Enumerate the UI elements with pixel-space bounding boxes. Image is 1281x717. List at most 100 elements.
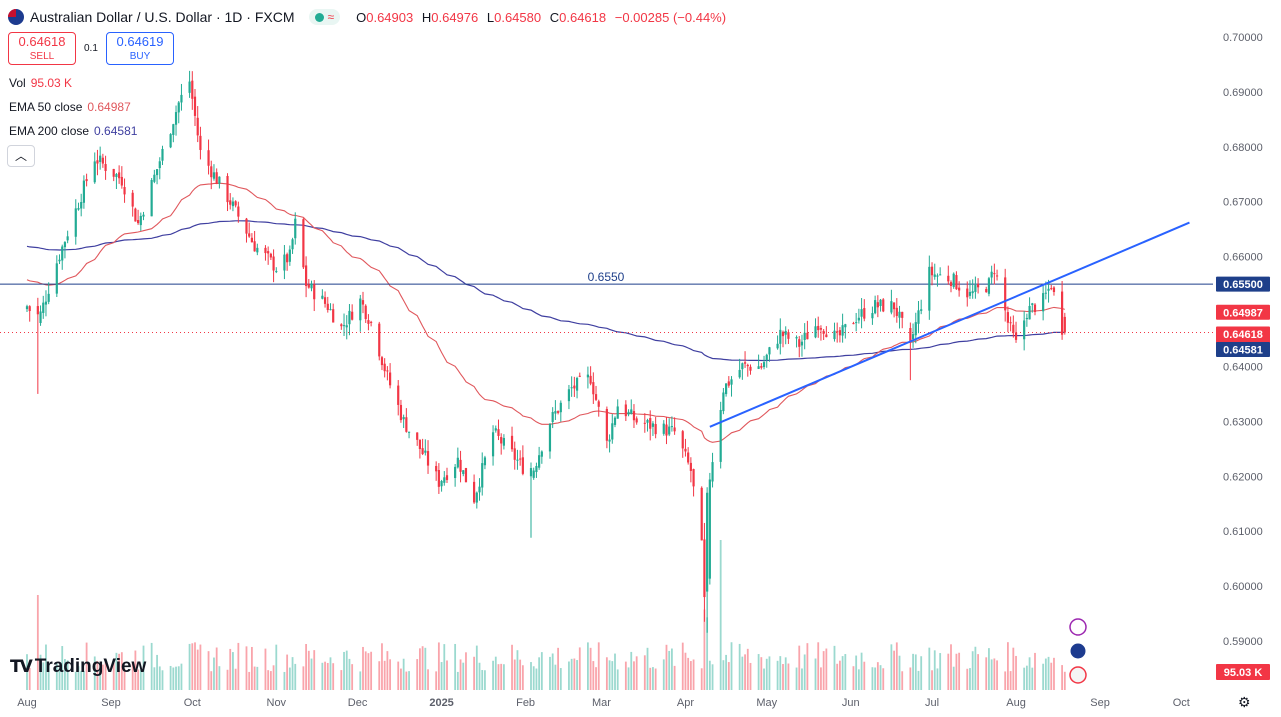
candle-body xyxy=(746,364,749,367)
volume-bar xyxy=(692,659,695,690)
candle-body xyxy=(781,331,785,337)
candle-body xyxy=(882,299,885,312)
candle-body xyxy=(245,218,248,234)
candle-body xyxy=(573,385,576,389)
volume-bar xyxy=(253,666,256,690)
chart-header: Australian Dollar / U.S. Dollar · 1D · F… xyxy=(8,7,731,27)
candle-body xyxy=(738,369,741,378)
ema50-legend[interactable]: EMA 50 close 0.64987 xyxy=(9,100,131,114)
candle-body xyxy=(1063,316,1066,333)
volume-bar xyxy=(990,659,993,690)
volume-legend[interactable]: Vol 95.03 K xyxy=(9,76,72,90)
volume-bar xyxy=(708,660,711,690)
buy-button[interactable]: 0.64619 BUY xyxy=(106,32,174,65)
volume-bar xyxy=(513,659,516,690)
volume-bar xyxy=(370,651,373,690)
volume-bar xyxy=(1053,657,1055,690)
sell-button[interactable]: 0.64618 SELL xyxy=(8,32,76,65)
candle-body xyxy=(852,323,855,325)
price-tick-label: 0.59000 xyxy=(1223,636,1263,648)
volume-bar xyxy=(210,671,213,690)
candle-body xyxy=(402,417,405,420)
price-axis: 0.700000.690000.680000.670000.660000.650… xyxy=(1216,32,1270,680)
candle-body xyxy=(323,297,327,304)
candle-body xyxy=(304,265,308,286)
collapse-legend-button[interactable]: ︿ xyxy=(7,145,35,167)
market-open-icon xyxy=(314,12,324,22)
candle-body xyxy=(871,313,874,319)
candle-body xyxy=(836,331,839,333)
volume-bar xyxy=(703,609,706,690)
candle-body xyxy=(142,214,145,217)
volume-bar xyxy=(118,653,121,690)
volume-bar xyxy=(424,647,427,690)
price-tick-label: 0.70000 xyxy=(1223,32,1263,44)
volume-bar xyxy=(137,669,139,690)
candle-body xyxy=(995,275,999,277)
volume-bar xyxy=(646,647,649,690)
volume-bar xyxy=(681,642,684,690)
candle-body xyxy=(605,408,608,441)
candle-body xyxy=(345,325,348,328)
price-tick-label: 0.60000 xyxy=(1223,581,1263,593)
lightning-icon xyxy=(1069,618,1087,636)
volume-bar xyxy=(730,642,733,690)
price-tick-label: 0.64000 xyxy=(1223,361,1263,373)
spread-value: 0.1 xyxy=(84,43,98,54)
candle-body xyxy=(800,341,804,346)
ema200-legend[interactable]: EMA 200 close 0.64581 xyxy=(9,124,137,138)
candle-body xyxy=(727,381,730,386)
candle-body xyxy=(825,334,828,338)
volume-bar xyxy=(578,647,581,690)
volume-bar xyxy=(931,670,933,690)
candle-body xyxy=(578,375,581,377)
candle-body xyxy=(456,457,459,468)
tradingview-logo[interactable]: 𝗧𝗩 TradingView xyxy=(10,656,146,678)
volume-bar xyxy=(996,660,998,690)
candle-body xyxy=(386,370,389,372)
volume-bar xyxy=(45,644,47,690)
candle-body xyxy=(985,289,988,293)
volume-bar xyxy=(844,654,847,690)
candle-body xyxy=(58,259,61,262)
candle-body xyxy=(348,310,351,325)
candle-body xyxy=(879,299,882,306)
candle-body xyxy=(36,306,39,315)
candle-body xyxy=(798,339,801,347)
volume-bar xyxy=(329,657,332,690)
volume-bar xyxy=(55,663,58,690)
candle-body xyxy=(150,180,153,217)
sell-price: 0.64618 xyxy=(18,34,66,49)
candle-body xyxy=(1012,324,1015,333)
market-status-pill[interactable]: ≈ xyxy=(308,9,341,25)
settings-gear-icon[interactable]: ⚙ xyxy=(1238,694,1251,710)
chevron-up-icon: ︿ xyxy=(14,149,27,163)
volume-bar xyxy=(332,663,335,690)
volume-bar xyxy=(763,668,765,690)
candle-body xyxy=(586,374,590,378)
volume-bar xyxy=(920,656,923,690)
candle-body xyxy=(66,236,69,241)
candle-body xyxy=(218,176,221,184)
volume-bar xyxy=(364,651,367,690)
volume-bar xyxy=(879,665,882,690)
trendline xyxy=(709,221,1190,428)
candle-body xyxy=(275,271,278,273)
volume-bar xyxy=(251,646,253,690)
candle-body xyxy=(814,326,817,338)
volume-bar xyxy=(668,650,671,690)
volume-bar xyxy=(229,648,232,690)
volume-bar xyxy=(627,667,630,690)
candle-body xyxy=(464,468,468,483)
volume-bar xyxy=(443,644,446,690)
symbol-title[interactable]: Australian Dollar / U.S. Dollar · 1D · F… xyxy=(30,9,295,25)
volume-bar xyxy=(817,642,820,690)
candle-body xyxy=(483,457,487,466)
volume-bar xyxy=(58,667,61,690)
volume-bar xyxy=(977,654,979,690)
volume-bar xyxy=(687,657,690,690)
candle-body xyxy=(947,275,950,282)
volume-bar xyxy=(557,647,559,690)
volume-bar xyxy=(795,667,798,690)
